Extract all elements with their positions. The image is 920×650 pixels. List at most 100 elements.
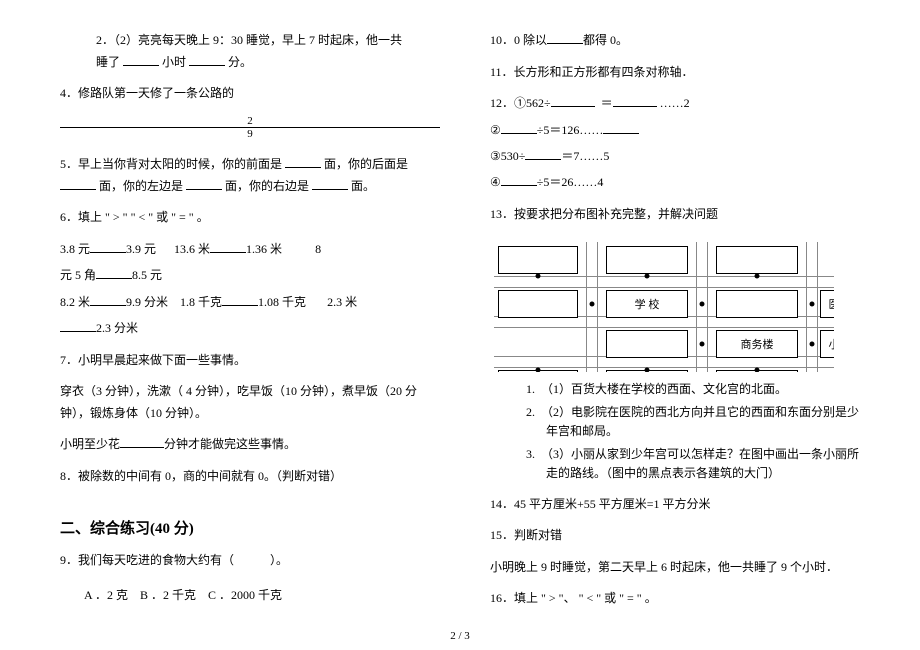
q2-text: 2．（2）亮亮每天晚上 9：30 睡觉，早上 7 时起床，他一共 xyxy=(96,33,402,47)
t: ＝7……5 xyxy=(561,149,609,163)
q2-unit2: 分。 xyxy=(228,55,252,69)
t: （1）百货大楼在学校的西面、文化宫的北面。 xyxy=(541,382,787,396)
q13-2: 2. （2）电影院在医院的西北方向并且它的西面和东面分别是少年宫和邮局。 xyxy=(526,403,870,441)
q5b: 面，你的左边是 xyxy=(99,179,183,193)
q5a: 5．早上当你背对太阳的时候，你的前面是 xyxy=(60,157,282,171)
t: ④ xyxy=(490,175,501,189)
blank xyxy=(222,295,258,306)
page-number: 2 / 3 xyxy=(0,630,920,642)
q13-sublist: 1. （1）百货大楼在学校的西面、文化宫的北面。 2. （2）电影院在医院的西北… xyxy=(490,380,870,488)
t: 13.6 米 xyxy=(174,242,210,256)
t: ＝ xyxy=(601,96,613,110)
q12d: ④ ÷5＝26……4 xyxy=(490,172,870,194)
building-box xyxy=(716,246,798,274)
blank xyxy=(90,295,126,306)
door-dot xyxy=(536,273,541,278)
road-vertical xyxy=(806,242,818,372)
map-diagram: 学 校 医商务楼小 xyxy=(494,242,834,372)
q10: 10．0 除以 都得 0。 xyxy=(490,30,870,52)
q2-text2: 睡了 xyxy=(96,55,120,69)
t: ③530÷ xyxy=(490,149,525,163)
blank xyxy=(551,96,595,107)
two-column-layout: 2．（2）亮亮每天晚上 9：30 睡觉，早上 7 时起床，他一共 睡了 小时 分… xyxy=(60,30,870,620)
right-column: 10．0 除以 都得 0。 11．长方形和正方形都有四条对称轴． 12．①562÷… xyxy=(490,30,870,620)
blank xyxy=(285,157,321,168)
building-box: 小 xyxy=(820,330,834,358)
building-box xyxy=(606,330,688,358)
building-box: 商务楼 xyxy=(716,330,798,358)
t: 1.36 米 xyxy=(246,242,282,256)
q5: 5．早上当你背对太阳的时候，你的前面是 面，你的后面是 面，你的左边是 面，你的… xyxy=(60,154,440,197)
t: 小明至少花 xyxy=(60,437,120,451)
q11: 11．长方形和正方形都有四条对称轴． xyxy=(490,62,870,84)
blank xyxy=(312,179,348,190)
fraction: 2 9 xyxy=(60,115,440,140)
fraction-num: 2 xyxy=(60,115,440,128)
blank xyxy=(60,321,96,332)
t: 分钟才能做完这些事情。 xyxy=(164,437,296,451)
q16: 16．填上 " > "、 " < " 或 " = " 。 xyxy=(490,588,870,610)
q7: 7．小明早晨起来做下面一些事情。 xyxy=(60,350,440,372)
door-dot xyxy=(810,341,815,346)
blank xyxy=(60,179,96,190)
t: 1.8 千克 xyxy=(180,295,222,309)
q6-line3: 8.2 米9.9 分米 1.8 千克1.08 千克 2.3 米 xyxy=(60,292,440,312)
fraction-den: 9 xyxy=(60,128,440,140)
q14: 14．45 平方厘米+55 平方厘米=1 平方分米 xyxy=(490,494,870,516)
q2: 2．（2）亮亮每天晚上 9：30 睡觉，早上 7 时起床，他一共 睡了 小时 分… xyxy=(60,30,440,73)
blank xyxy=(90,242,126,253)
road-horizontal xyxy=(494,276,834,288)
door-dot xyxy=(755,367,760,372)
blank xyxy=(501,123,537,134)
q5a2: 面，你的后面是 xyxy=(324,157,408,171)
blank xyxy=(603,123,639,134)
building-box xyxy=(606,246,688,274)
q5b2: 面，你的右边是 xyxy=(225,179,309,193)
q15: 15．判断对错 xyxy=(490,525,870,547)
t: ……2 xyxy=(660,96,690,110)
q9-choices: A ．2 克 B ．2 千克 C ．2000 千克 xyxy=(60,586,440,603)
q6: 6．填上 " > " " < " 或 " = " 。 xyxy=(60,207,440,229)
blank xyxy=(613,96,657,107)
t: 都得 0。 xyxy=(583,33,628,47)
t: ÷5＝26……4 xyxy=(537,175,604,189)
t: 3.8 元 xyxy=(60,242,90,256)
road-vertical xyxy=(586,242,598,372)
door-dot xyxy=(755,273,760,278)
t: 8 xyxy=(315,242,321,256)
building-box: 医 xyxy=(820,290,834,318)
section-2-heading: 二、综合练习(40 分) xyxy=(60,517,440,538)
t: 3.9 元 xyxy=(126,242,156,256)
left-column: 2．（2）亮亮每天晚上 9：30 睡觉，早上 7 时起床，他一共 睡了 小时 分… xyxy=(60,30,440,620)
q12b: ②÷5＝126…… xyxy=(490,120,870,140)
blank xyxy=(189,55,225,66)
t: ÷5＝126…… xyxy=(537,123,604,137)
building-box xyxy=(498,246,578,274)
t: （2）电影院在医院的西北方向并且它的西面和东面分别是少年宫和邮局。 xyxy=(541,405,859,438)
door-dot xyxy=(645,273,650,278)
q7-para: 穿衣（3 分钟），洗漱（ 4 分钟），吃早饭（10 分钟），煮早饭（20 分钟）… xyxy=(60,381,440,424)
q4-text: 4．修路队第一天修了一条公路的 xyxy=(60,86,234,100)
blank xyxy=(525,149,561,160)
q5b3: 面。 xyxy=(351,179,375,193)
q6-line4: 2.3 分米 xyxy=(60,318,440,340)
t: 元 5 角 xyxy=(60,268,96,282)
q13: 13．按要求把分布图补充完整，并解决问题 xyxy=(490,204,870,226)
q9: 9．我们每天吃进的食物大约有（ ）。 xyxy=(60,550,440,572)
t: 9.9 分米 xyxy=(126,295,168,309)
t: 2.3 分米 xyxy=(96,321,138,335)
t: 8.5 元 xyxy=(132,268,162,282)
q4: 4．修路队第一天修了一条公路的 xyxy=(60,83,440,105)
q6-line1: 3.8 元 3.9 元 13.6 米 1.36 米 8 xyxy=(60,239,440,259)
blank xyxy=(186,179,222,190)
road-vertical xyxy=(696,242,708,372)
q2-unit1: 小时 xyxy=(162,55,186,69)
building-box xyxy=(716,290,798,318)
t: 12．①562÷ xyxy=(490,96,551,110)
t: （3）小丽从家到少年宫可以怎样走？在图中画出一条小丽所走的路线。（图中的黑点表示… xyxy=(541,447,859,480)
building-box: 学 校 xyxy=(606,290,688,318)
q13-3: 3. （3）小丽从家到少年宫可以怎样走？在图中画出一条小丽所走的路线。（图中的黑… xyxy=(526,445,870,483)
door-dot xyxy=(645,367,650,372)
t: 10．0 除以 xyxy=(490,33,547,47)
door-dot xyxy=(536,367,541,372)
